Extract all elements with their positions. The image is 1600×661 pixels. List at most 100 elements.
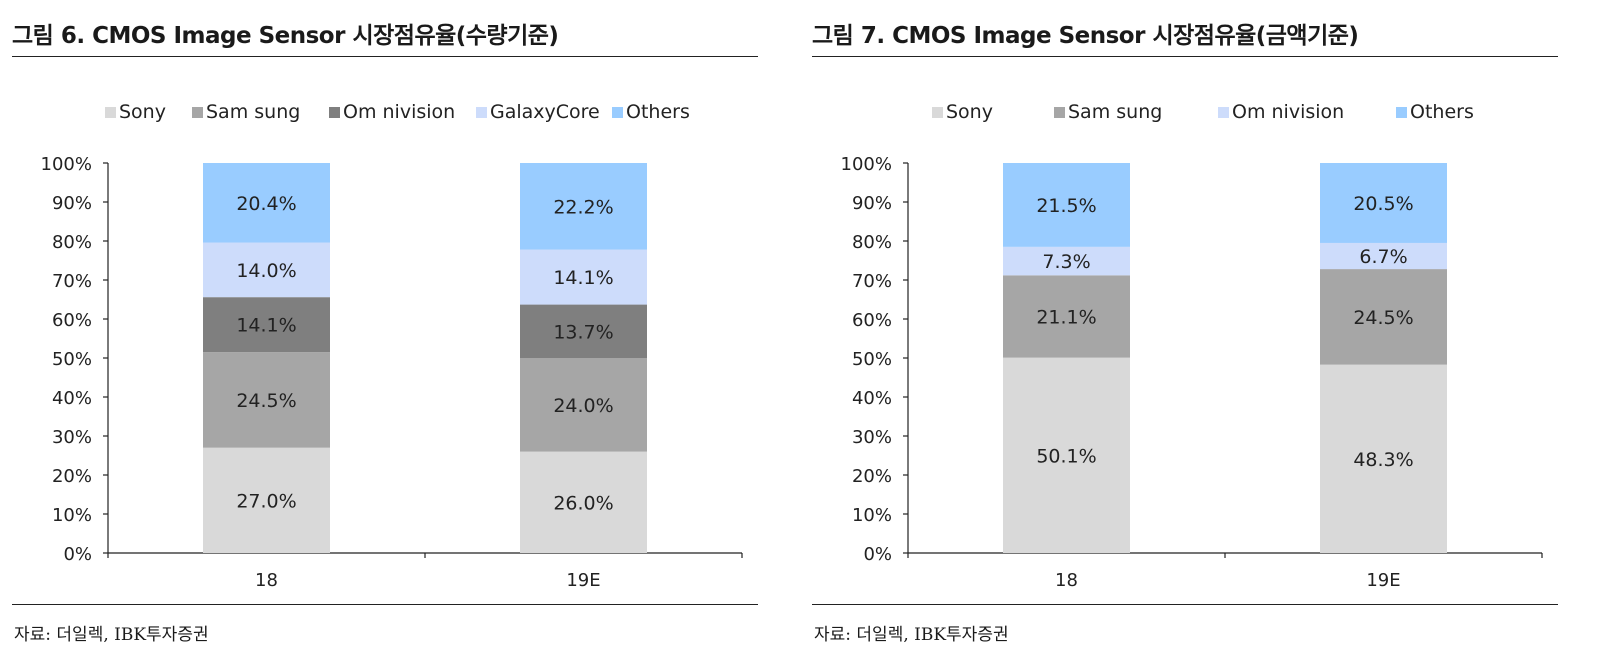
bar-segment bbox=[520, 358, 647, 452]
x-tick-label: 19E bbox=[566, 570, 600, 591]
y-tick-label: 100% bbox=[41, 154, 92, 175]
footer-rule bbox=[12, 604, 758, 605]
legend-label: Sony bbox=[946, 101, 993, 123]
x-tick-label: 19E bbox=[1366, 570, 1400, 591]
y-tick-label: 70% bbox=[852, 271, 892, 292]
source-note: 자료: 더일렉, IBK투자증권 bbox=[14, 625, 209, 645]
bar-segment bbox=[1320, 163, 1447, 243]
data-label: 24.5% bbox=[236, 390, 296, 412]
y-tick-label: 20% bbox=[852, 466, 892, 487]
legend-swatch bbox=[476, 107, 487, 118]
data-label: 50.1% bbox=[1036, 445, 1096, 467]
legend-item: Sam sung bbox=[1054, 101, 1162, 123]
data-label: 22.2% bbox=[553, 196, 613, 218]
data-label: 14.0% bbox=[236, 260, 296, 282]
legend-label: Others bbox=[626, 101, 690, 123]
bar-segment bbox=[203, 242, 330, 298]
bar-segment bbox=[203, 297, 330, 353]
bar-segment bbox=[203, 163, 330, 243]
y-tick-label: 80% bbox=[52, 232, 92, 253]
bar-segment bbox=[520, 451, 647, 553]
data-label: 14.1% bbox=[553, 267, 613, 289]
legend-swatch bbox=[1396, 107, 1407, 118]
bar-segment bbox=[1003, 357, 1130, 553]
data-label: 6.7% bbox=[1359, 246, 1407, 268]
legend-label: Sam sung bbox=[1068, 101, 1162, 123]
y-tick-label: 60% bbox=[52, 310, 92, 331]
bar-segment bbox=[1003, 246, 1130, 276]
stacked-bar-chart-value: Sony Sam sung Om nivision Others 0% 10% 20% 30%… bbox=[841, 101, 1543, 591]
legend-item: GalaxyCore bbox=[476, 101, 600, 123]
data-label: 7.3% bbox=[1042, 251, 1090, 273]
legend-swatch bbox=[105, 107, 116, 118]
chart-title: 그림 7. CMOS Image Sensor 시장점유율(금액기준) bbox=[812, 23, 1359, 49]
legend-label: GalaxyCore bbox=[490, 101, 600, 123]
chart-title: 그림 6. CMOS Image Sensor 시장점유율(수량기준) bbox=[12, 23, 559, 49]
legend-item: Om nivision bbox=[329, 101, 455, 123]
legend-label: Others bbox=[1410, 101, 1474, 123]
legend-item: Sony bbox=[932, 101, 993, 123]
y-tick-label: 30% bbox=[52, 427, 92, 448]
data-label: 13.7% bbox=[553, 321, 613, 343]
y-tick-label: 30% bbox=[852, 427, 892, 448]
data-label: 48.3% bbox=[1353, 449, 1413, 471]
bar-segment bbox=[520, 163, 647, 250]
y-tick-label: 80% bbox=[852, 232, 892, 253]
legend-item: Others bbox=[612, 101, 690, 123]
bar-segment bbox=[520, 249, 647, 305]
legend: Sony Sam sung Om nivision Others bbox=[932, 101, 1474, 123]
data-label: 24.5% bbox=[1353, 307, 1413, 329]
y-tick-label: 20% bbox=[52, 466, 92, 487]
data-label: 27.0% bbox=[236, 490, 296, 512]
legend-label: Om nivision bbox=[1232, 101, 1344, 123]
legend-swatch bbox=[1054, 107, 1065, 118]
title-rule bbox=[812, 56, 1558, 57]
source-note: 자료: 더일렉, IBK투자증권 bbox=[814, 625, 1009, 645]
y-tick-label: 60% bbox=[852, 310, 892, 331]
data-label: 21.1% bbox=[1036, 306, 1096, 328]
legend-label: Sony bbox=[119, 101, 166, 123]
data-label: 26.0% bbox=[553, 492, 613, 514]
y-tick-label: 100% bbox=[841, 154, 892, 175]
chart-panel-volume: 그림 6. CMOS Image Sensor 시장점유율(수량기준) Sony… bbox=[12, 0, 758, 661]
y-tick-label: 90% bbox=[52, 193, 92, 214]
x-tick-label: 18 bbox=[1055, 570, 1078, 591]
bar-segment bbox=[1003, 163, 1130, 247]
legend-swatch bbox=[192, 107, 203, 118]
y-tick-label: 50% bbox=[852, 349, 892, 370]
bar-segment bbox=[203, 352, 330, 448]
legend-item: Sony bbox=[105, 101, 166, 123]
legend-item: Om nivision bbox=[1218, 101, 1344, 123]
legend-swatch bbox=[612, 107, 623, 118]
x-tick-label: 18 bbox=[255, 570, 278, 591]
data-label: 20.4% bbox=[236, 193, 296, 215]
bar-segment bbox=[520, 304, 647, 358]
legend: Sony Sam sung Om nivision GalaxyCore Others bbox=[105, 101, 690, 123]
y-tick-label: 40% bbox=[852, 388, 892, 409]
bar-segment bbox=[203, 447, 330, 553]
bar-segment bbox=[1320, 242, 1447, 270]
y-tick-label: 0% bbox=[63, 544, 92, 565]
bar-segment bbox=[1320, 364, 1447, 553]
footer-rule bbox=[812, 604, 1558, 605]
y-tick-label: 50% bbox=[52, 349, 92, 370]
legend-item: Sam sung bbox=[192, 101, 300, 123]
y-tick-label: 10% bbox=[52, 505, 92, 526]
legend-swatch bbox=[329, 107, 340, 118]
stacked-bar-chart-volume: Sony Sam sung Om nivision GalaxyCore Others 0… bbox=[41, 101, 743, 591]
y-tick-label: 40% bbox=[52, 388, 92, 409]
y-tick-label: 0% bbox=[863, 544, 892, 565]
bar-segment bbox=[1320, 269, 1447, 365]
data-label: 14.1% bbox=[236, 315, 296, 337]
y-tick-label: 90% bbox=[852, 193, 892, 214]
legend-item: Others bbox=[1396, 101, 1474, 123]
bar-segment bbox=[1003, 275, 1130, 358]
y-tick-label: 70% bbox=[52, 271, 92, 292]
data-label: 24.0% bbox=[553, 395, 613, 417]
legend-label: Sam sung bbox=[206, 101, 300, 123]
title-rule bbox=[12, 56, 758, 57]
chart-panel-value: 그림 7. CMOS Image Sensor 시장점유율(금액기준) Sony… bbox=[812, 0, 1558, 661]
legend-swatch bbox=[1218, 107, 1229, 118]
legend-swatch bbox=[932, 107, 943, 118]
y-tick-label: 10% bbox=[852, 505, 892, 526]
